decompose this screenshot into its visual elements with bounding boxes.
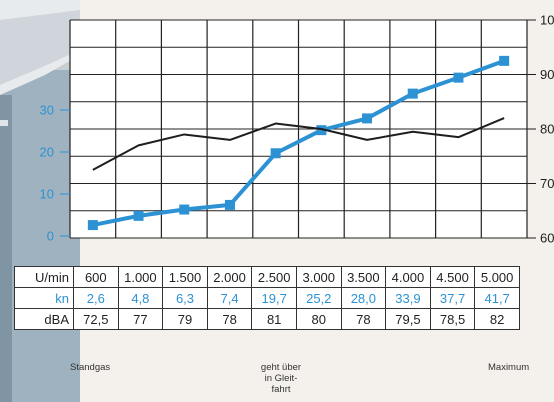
left-tick-label: 20 <box>40 145 54 160</box>
data-point-kn <box>362 113 373 124</box>
right-tick-label: 90 <box>540 67 554 82</box>
data-point-kn <box>133 210 144 221</box>
data-point-kn <box>453 72 464 83</box>
dba-cell: 80 <box>295 308 342 330</box>
dba-cell: 78 <box>206 308 253 330</box>
annotation-gleitfahrt-line3: fahrt <box>271 384 291 395</box>
data-table: U/min 600 1.000 1.500 2.000 2.500 3.000 … <box>14 266 520 330</box>
series-line-kn <box>92 58 505 228</box>
right-axis: 60 70 80 90 100 <box>527 13 554 246</box>
annotation-gleitfahrt-line1: geht über <box>260 362 302 373</box>
dba-cell: 78 <box>340 308 387 330</box>
table-row-rpm: U/min 600 1.000 1.500 2.000 2.500 3.000 … <box>14 266 520 288</box>
dba-cell: 79 <box>162 308 208 330</box>
annotation-gleitfahrt-line2: in Gleit- <box>264 373 298 384</box>
kn-cell: 33,9 <box>385 287 431 309</box>
data-point-kn <box>179 204 190 215</box>
kn-cell: 7,4 <box>206 287 253 309</box>
dba-cell: 81 <box>251 308 297 330</box>
rpm-cell: 4.000 <box>385 266 431 288</box>
dba-cell: 82 <box>474 308 520 330</box>
rpm-cell: 2.500 <box>251 266 297 288</box>
series-line-dba <box>92 117 505 171</box>
rpm-cell: 1.500 <box>162 266 208 288</box>
dba-cell: 79,5 <box>385 308 431 330</box>
series-lines <box>87 55 510 231</box>
kn-cell: 28,0 <box>340 287 387 309</box>
dba-cell: 78,5 <box>429 308 476 330</box>
data-point-kn <box>499 55 510 66</box>
left-tick-label: 0 <box>47 229 54 244</box>
dba-cell: 72,5 <box>73 308 119 330</box>
right-tick-label: 60 <box>540 231 554 246</box>
annotation-maximum: Maximum <box>488 362 530 373</box>
right-tick-label: 70 <box>540 176 554 191</box>
rpm-cell: 4.500 <box>429 266 476 288</box>
left-axis: 0 10 20 30 <box>40 103 70 244</box>
annotation-standgas: Standgas <box>70 362 111 373</box>
annotation-gleitfahrt: geht über in Gleit- fahrt <box>250 362 312 395</box>
kn-cell: 6,3 <box>162 287 208 309</box>
kn-cell: 41,7 <box>474 287 520 309</box>
row-label-rpm: U/min <box>14 266 74 288</box>
rpm-cell: 1.000 <box>117 266 164 288</box>
kn-cell: 4,8 <box>117 287 164 309</box>
rpm-cell: 600 <box>73 266 119 288</box>
right-tick-label: 80 <box>540 122 554 137</box>
table-row-kn: kn 2,6 4,8 6,3 7,4 19,7 25,2 28,0 33,9 3… <box>14 287 520 309</box>
left-tick-label: 10 <box>40 187 54 202</box>
data-point-kn <box>407 88 418 99</box>
rpm-cell: 3.000 <box>295 266 342 288</box>
rpm-cell: 3.500 <box>340 266 387 288</box>
kn-cell: 25,2 <box>295 287 342 309</box>
table-row-dba: dBA 72,5 77 79 78 81 80 78 79,5 78,5 82 <box>14 308 520 330</box>
left-tick-label: 30 <box>40 103 54 118</box>
rpm-cell: 5.000 <box>474 266 520 288</box>
kn-cell: 37,7 <box>429 287 476 309</box>
data-point-kn <box>87 220 98 231</box>
data-point-kn <box>316 125 327 136</box>
kn-cell: 2,6 <box>73 287 119 309</box>
rpm-cell: 2.000 <box>206 266 253 288</box>
dba-cell: 77 <box>117 308 164 330</box>
right-tick-label: 100 <box>540 13 554 28</box>
grid <box>69 19 528 239</box>
row-label-dba: dBA <box>14 308 74 330</box>
data-point-kn <box>270 148 281 159</box>
data-point-kn <box>224 199 235 210</box>
kn-cell: 19,7 <box>251 287 297 309</box>
row-label-kn: kn <box>14 287 74 309</box>
